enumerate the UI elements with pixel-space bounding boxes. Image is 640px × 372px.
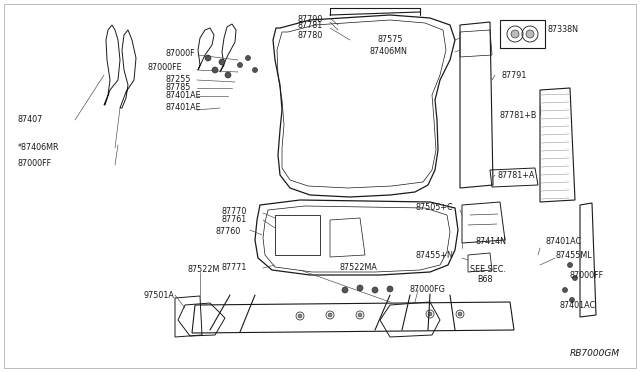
Text: 87781: 87781: [297, 22, 323, 31]
Text: RB7000GM: RB7000GM: [570, 349, 620, 358]
Text: 87781+B: 87781+B: [500, 110, 538, 119]
Circle shape: [428, 312, 432, 316]
Circle shape: [563, 288, 568, 292]
Circle shape: [298, 314, 302, 318]
Text: 87761: 87761: [222, 215, 247, 224]
Text: 87771: 87771: [222, 263, 248, 272]
Circle shape: [358, 313, 362, 317]
Circle shape: [225, 72, 231, 78]
Circle shape: [219, 59, 225, 65]
Text: 87522M: 87522M: [188, 266, 220, 275]
Circle shape: [357, 285, 363, 291]
Text: 87791: 87791: [502, 71, 527, 80]
Text: 87255: 87255: [165, 76, 191, 84]
Text: 87000FE: 87000FE: [148, 64, 182, 73]
Text: 87505+C: 87505+C: [415, 202, 452, 212]
Circle shape: [526, 30, 534, 38]
Text: B68: B68: [477, 275, 493, 283]
Text: 87407: 87407: [18, 115, 44, 125]
Text: *87406MR: *87406MR: [18, 144, 60, 153]
Circle shape: [372, 287, 378, 293]
Text: 87781+A: 87781+A: [498, 170, 536, 180]
Circle shape: [573, 276, 577, 280]
Text: 87000FG: 87000FG: [410, 285, 446, 295]
Text: 87790: 87790: [297, 15, 323, 23]
Text: 87522MA: 87522MA: [340, 263, 378, 273]
Text: 87455ML: 87455ML: [555, 250, 591, 260]
Circle shape: [246, 55, 250, 61]
Circle shape: [253, 67, 257, 73]
Text: 87414N: 87414N: [475, 237, 506, 247]
Circle shape: [342, 287, 348, 293]
Circle shape: [237, 62, 243, 67]
Circle shape: [568, 263, 573, 267]
Text: 87000FF: 87000FF: [570, 270, 604, 279]
Text: 87760: 87760: [215, 228, 240, 237]
Text: 87401AE: 87401AE: [165, 92, 200, 100]
Circle shape: [570, 298, 575, 302]
Circle shape: [328, 313, 332, 317]
Circle shape: [458, 312, 462, 316]
Circle shape: [205, 55, 211, 61]
Text: 87785: 87785: [165, 83, 190, 93]
Circle shape: [511, 30, 519, 38]
Text: 87575: 87575: [378, 35, 403, 45]
Text: 87338N: 87338N: [547, 26, 578, 35]
Circle shape: [212, 67, 218, 73]
Text: 87000FF: 87000FF: [18, 158, 52, 167]
Text: 87401AE: 87401AE: [165, 103, 200, 112]
Text: 97501A: 97501A: [143, 292, 174, 301]
Text: 87780: 87780: [297, 31, 323, 39]
Circle shape: [387, 286, 393, 292]
Text: 87401AC: 87401AC: [560, 301, 596, 310]
Text: 87401AC: 87401AC: [545, 237, 581, 247]
Text: SEE SEC.: SEE SEC.: [470, 266, 506, 275]
Text: 87455+N: 87455+N: [415, 250, 453, 260]
Text: 87770: 87770: [222, 208, 248, 217]
Text: 87406MN: 87406MN: [370, 48, 408, 57]
Text: 87000F: 87000F: [165, 48, 195, 58]
